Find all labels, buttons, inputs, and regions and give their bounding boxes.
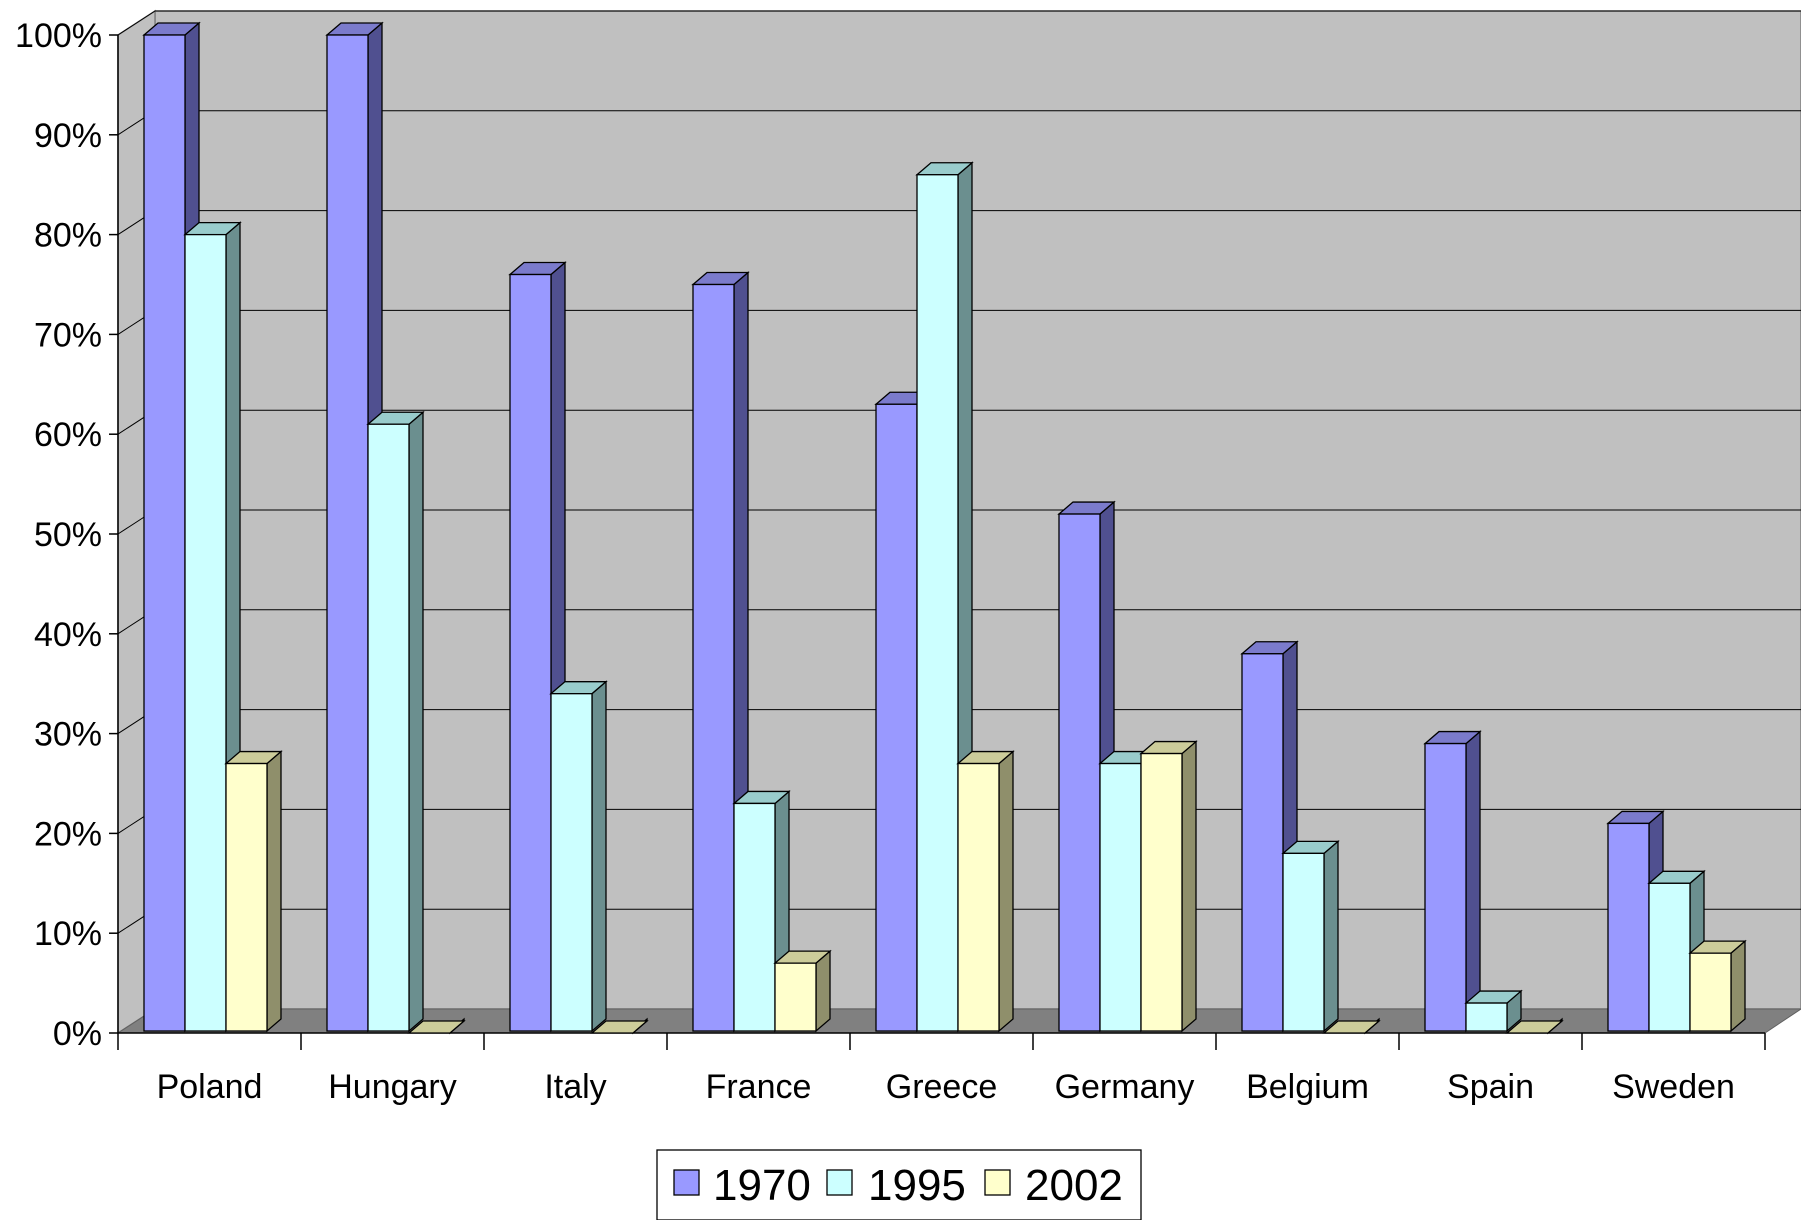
bar-front bbox=[1689, 952, 1732, 1032]
bar-front bbox=[1648, 882, 1691, 1032]
bar-top bbox=[590, 1020, 649, 1034]
bar-2002-sweden bbox=[1688, 939, 1747, 1033]
legend: 1970 1995 2002 bbox=[656, 1149, 1142, 1220]
x-axis-category-labels: Poland Hungary Italy France Greece Germany Bel… bbox=[157, 1068, 1735, 1106]
bar-side bbox=[1465, 730, 1481, 1033]
y-tick-label: 80% bbox=[34, 217, 102, 255]
bar-front bbox=[326, 34, 369, 1032]
bar-front bbox=[1241, 653, 1284, 1032]
bar-side bbox=[1730, 939, 1746, 1033]
gridline-diagonal bbox=[117, 10, 156, 36]
y-tick-label: 0% bbox=[53, 1015, 102, 1053]
bar-front bbox=[550, 693, 593, 1032]
bar-2002-france bbox=[773, 949, 832, 1033]
bar-front bbox=[875, 403, 918, 1032]
bar-front bbox=[1099, 762, 1142, 1032]
bar-2002-germany bbox=[1139, 740, 1198, 1033]
y-tick-label: 60% bbox=[34, 416, 102, 454]
x-category-label: Germany bbox=[1055, 1068, 1195, 1106]
bar-side bbox=[998, 750, 1014, 1033]
x-category-label: Sweden bbox=[1612, 1068, 1735, 1106]
bar-2002-hungary bbox=[407, 1017, 466, 1035]
y-tick-label: 30% bbox=[34, 716, 102, 754]
x-category-label: Belgium bbox=[1246, 1068, 1369, 1106]
bar-series bbox=[142, 21, 1747, 1035]
bar-side bbox=[408, 410, 424, 1033]
bar-2002-greece bbox=[956, 750, 1015, 1033]
y-tick-label: 40% bbox=[34, 616, 102, 654]
bar-2002-belgium bbox=[1322, 1017, 1381, 1035]
bar-front bbox=[916, 174, 959, 1032]
bar-front bbox=[1424, 742, 1467, 1032]
bar-side bbox=[591, 680, 607, 1033]
bar-2002-italy bbox=[590, 1017, 649, 1035]
bar-1995-belgium bbox=[1281, 839, 1340, 1033]
bar-2002-poland bbox=[224, 750, 283, 1033]
bar-front bbox=[509, 273, 552, 1032]
x-category-label: Greece bbox=[886, 1068, 998, 1106]
legend-swatch-1995 bbox=[826, 1169, 853, 1196]
y-tick-label: 50% bbox=[34, 516, 102, 554]
legend-box bbox=[656, 1149, 1142, 1220]
y-tick-label: 20% bbox=[34, 815, 102, 853]
y-tick-label: 10% bbox=[34, 915, 102, 953]
x-category-label: Spain bbox=[1447, 1068, 1534, 1106]
bar-1970-spain bbox=[1423, 730, 1482, 1033]
bar-front bbox=[1140, 752, 1183, 1032]
bar-front bbox=[225, 762, 268, 1032]
bar-top bbox=[1505, 1020, 1564, 1034]
bar-front bbox=[143, 34, 186, 1032]
legend-swatch-2002 bbox=[984, 1169, 1011, 1196]
y-axis-tick-labels: 0% 10% 20% 30% 40% 50% 60% 70% 80% 90% 100% bbox=[15, 17, 102, 1053]
bar-1995-hungary bbox=[366, 410, 425, 1033]
y-tick-label: 100% bbox=[15, 17, 102, 55]
y-tick-label: 90% bbox=[34, 117, 102, 155]
y-tick-label: 70% bbox=[34, 316, 102, 354]
bar-side bbox=[1323, 839, 1339, 1033]
bar-1995-italy bbox=[549, 680, 608, 1033]
legend-label-1995: 1995 bbox=[868, 1161, 966, 1210]
bar-front bbox=[692, 283, 735, 1032]
x-category-label: Italy bbox=[544, 1068, 606, 1106]
bar-side bbox=[266, 750, 282, 1033]
bar-front bbox=[1607, 822, 1650, 1032]
bar-front bbox=[957, 762, 1000, 1032]
bar-front bbox=[1282, 852, 1325, 1032]
x-category-label: France bbox=[706, 1068, 812, 1106]
bar-front bbox=[774, 962, 817, 1032]
legend-label-1970: 1970 bbox=[713, 1161, 811, 1210]
bar-top bbox=[1322, 1020, 1381, 1034]
legend-label-2002: 2002 bbox=[1025, 1161, 1123, 1210]
bar-front bbox=[733, 802, 776, 1032]
x-category-label: Poland bbox=[157, 1068, 263, 1106]
bar-1995-spain bbox=[1464, 989, 1523, 1033]
bar-2002-spain bbox=[1505, 1017, 1564, 1035]
bar-side bbox=[815, 949, 831, 1033]
bar-front bbox=[367, 423, 410, 1032]
bar-front bbox=[1465, 1002, 1508, 1032]
bar-top bbox=[407, 1020, 466, 1034]
legend-swatch-1970 bbox=[673, 1169, 700, 1196]
bar-side bbox=[1181, 740, 1197, 1033]
axes bbox=[109, 34, 1766, 1050]
x-category-label: Hungary bbox=[328, 1068, 457, 1106]
bar-front bbox=[1058, 513, 1101, 1032]
bar-front bbox=[184, 233, 227, 1032]
